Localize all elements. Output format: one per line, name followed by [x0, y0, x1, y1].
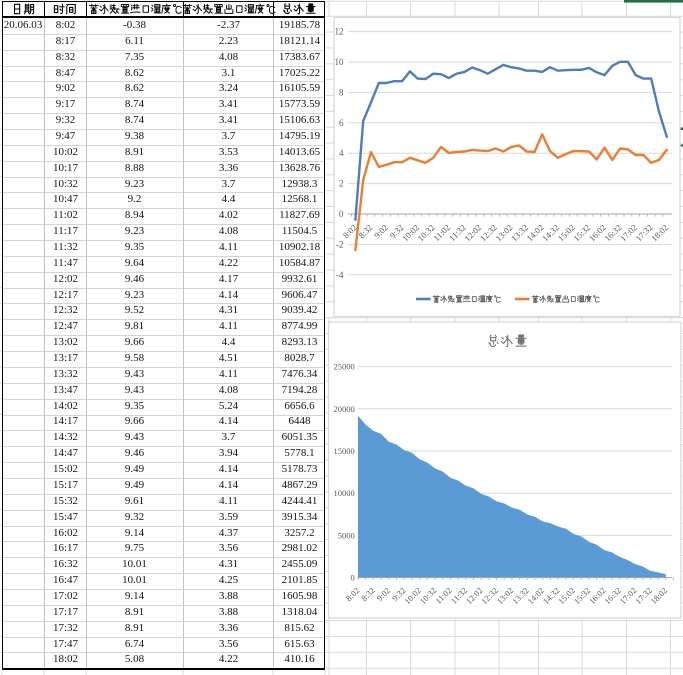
svg-text:15000: 15000	[334, 446, 355, 456]
svg-text:0: 0	[351, 573, 355, 583]
svg-text:10: 10	[335, 57, 345, 67]
svg-text:0: 0	[339, 209, 344, 219]
svg-text:20000: 20000	[334, 404, 355, 414]
svg-text:2: 2	[339, 179, 344, 189]
svg-text:-2: -2	[336, 239, 344, 249]
svg-text:-4: -4	[336, 270, 344, 280]
svg-text:12: 12	[335, 27, 344, 37]
svg-text:5000: 5000	[338, 530, 355, 540]
svg-text:10000: 10000	[334, 488, 355, 498]
svg-text:25000: 25000	[334, 362, 355, 372]
svg-text:6: 6	[339, 118, 344, 128]
svg-text:8: 8	[339, 87, 344, 97]
svg-text:4: 4	[339, 148, 344, 158]
